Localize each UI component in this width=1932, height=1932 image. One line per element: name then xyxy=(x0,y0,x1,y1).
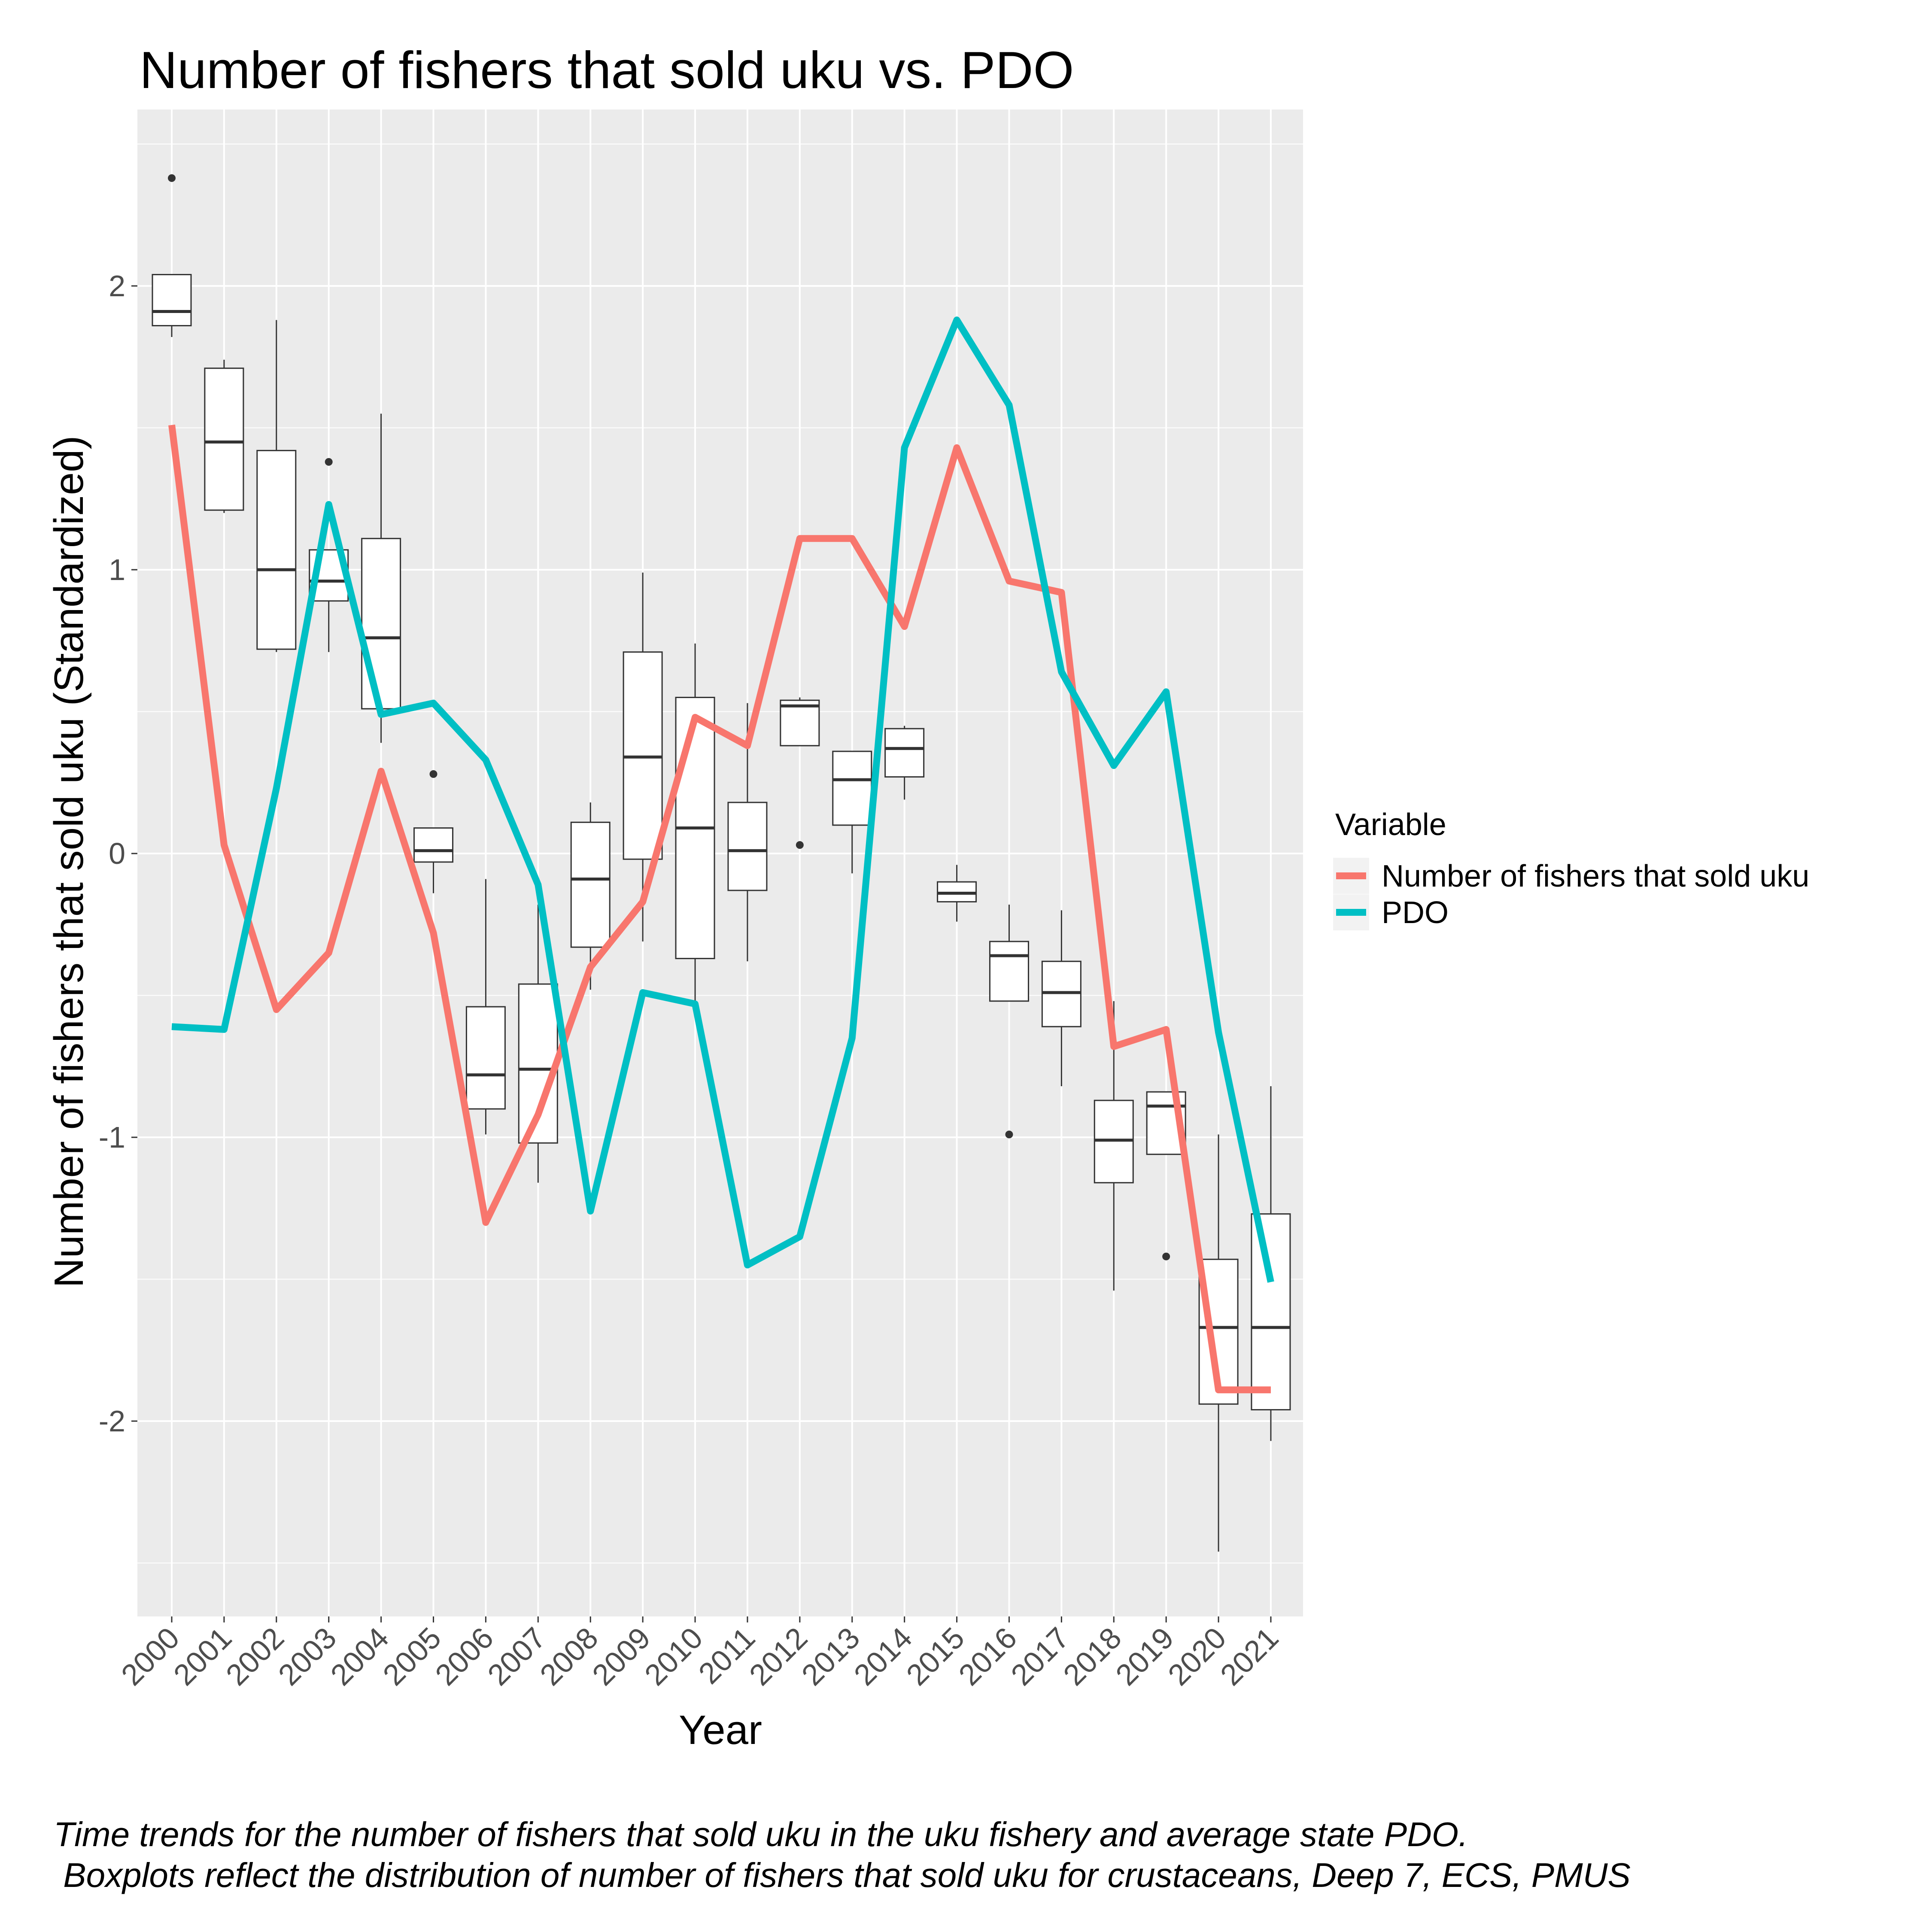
box xyxy=(1251,1213,1291,1411)
outlier-point xyxy=(1005,1130,1013,1139)
boxplot-2021 xyxy=(1251,1086,1291,1441)
boxplot-2010 xyxy=(675,643,715,1001)
boxplot-2014 xyxy=(884,726,925,800)
boxplot-2017 xyxy=(1041,910,1081,1087)
boxplot-2011 xyxy=(727,703,768,962)
outlier-point xyxy=(796,841,804,849)
boxplot-2009 xyxy=(623,572,663,942)
box xyxy=(884,728,925,778)
box xyxy=(152,274,192,327)
box xyxy=(832,750,872,826)
y-tick-label: -1 xyxy=(99,1121,125,1154)
boxplot-2002 xyxy=(256,320,297,652)
boxplot-2015 xyxy=(937,865,977,922)
outlier-point xyxy=(325,458,333,466)
legend-label: PDO xyxy=(1382,896,1449,930)
boxplot-2001 xyxy=(204,359,244,513)
outlier-point xyxy=(168,174,176,182)
caption-line-1: Time trends for the number of fishers th… xyxy=(54,1815,1468,1853)
boxplot-2012 xyxy=(780,697,820,849)
boxplot-2016 xyxy=(989,904,1029,1139)
box xyxy=(727,802,768,891)
boxplot-2006 xyxy=(465,879,506,1135)
grid-minor xyxy=(137,143,1303,1564)
plot-panel xyxy=(137,109,1303,1616)
outlier-point xyxy=(429,770,437,778)
legend-label: Number of fishers that sold uku xyxy=(1382,859,1809,893)
legend-title: Variable xyxy=(1335,808,1446,842)
y-tick-label: 2 xyxy=(109,269,125,303)
series-line-pdo xyxy=(171,316,1274,1283)
legend: Variable Number of fishers that sold uku… xyxy=(1333,808,1809,930)
caption-line-2: Boxplots reflect the distribution of num… xyxy=(54,1856,1631,1894)
boxplot-2000 xyxy=(152,174,192,337)
series-lines xyxy=(168,316,1274,1394)
series-line-number-of-fishers-that-sold-uku xyxy=(168,424,1271,1394)
y-axis: -2 -1 0 1 2 xyxy=(99,269,137,1438)
box xyxy=(413,827,454,863)
boxplot-2008 xyxy=(570,802,611,990)
chart-title: Number of fishers that sold uku vs. PDO xyxy=(140,41,1074,99)
y-tick-label: 0 xyxy=(109,837,125,870)
box xyxy=(361,538,401,710)
box xyxy=(570,821,611,948)
y-axis-title: Number of fishers that sold uku (Standar… xyxy=(46,436,92,1288)
box xyxy=(256,450,297,650)
x-axis-title: Year xyxy=(679,1707,762,1753)
boxplot-2018 xyxy=(1094,1001,1134,1291)
box xyxy=(465,1006,506,1110)
box xyxy=(204,368,244,511)
boxplot-2004 xyxy=(361,413,401,743)
box xyxy=(780,699,820,747)
legend-item: Number of fishers that sold uku xyxy=(1333,858,1809,894)
box xyxy=(989,941,1029,1002)
y-tick-label: -2 xyxy=(99,1404,125,1438)
outlier-point xyxy=(1162,1252,1170,1261)
y-tick-label: 1 xyxy=(109,553,125,586)
boxplot-2005 xyxy=(413,770,454,893)
legend-item: PDO xyxy=(1333,894,1449,930)
caption: Time trends for the number of fishers th… xyxy=(54,1815,1631,1894)
